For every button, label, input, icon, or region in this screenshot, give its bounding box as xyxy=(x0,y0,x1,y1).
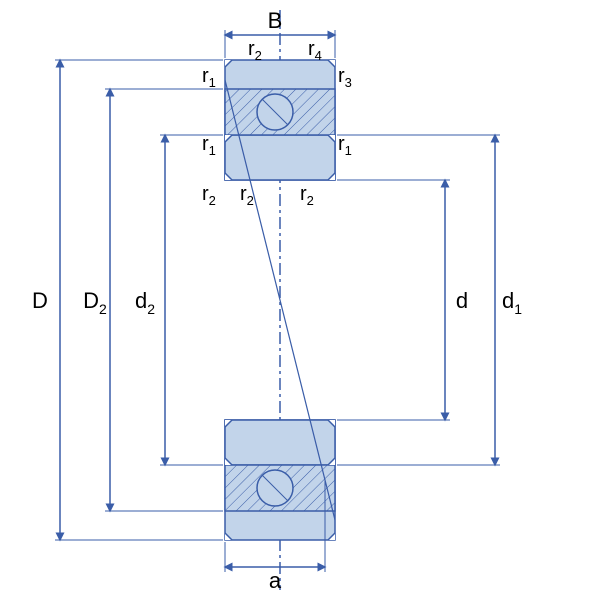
label-r2-low-left: r2 xyxy=(202,183,216,208)
label-r1-upper-left: r1 xyxy=(202,65,216,90)
label-r2-top-ul: r2 xyxy=(248,38,262,63)
label-d1: d1 xyxy=(502,288,522,317)
label-r3-upper-right: r3 xyxy=(338,65,352,90)
lower-block xyxy=(225,420,335,540)
bearing-diagram: B D D2 d2 d d1 a r2 r4 r1 r3 r1 r1 r2 r2… xyxy=(0,0,600,600)
label-B: B xyxy=(268,8,283,33)
label-r1-mid-left: r1 xyxy=(202,133,216,158)
label-r1-mid-right: r1 xyxy=(338,133,352,158)
label-r4-top-ur: r4 xyxy=(308,38,322,63)
label-d: d xyxy=(456,288,468,313)
label-D2: D2 xyxy=(83,288,107,317)
label-d2: d2 xyxy=(135,288,155,317)
upper-block xyxy=(225,60,335,180)
label-D: D xyxy=(32,288,48,313)
label-r2-low-right-in: r2 xyxy=(300,183,314,208)
label-a: a xyxy=(269,568,282,593)
